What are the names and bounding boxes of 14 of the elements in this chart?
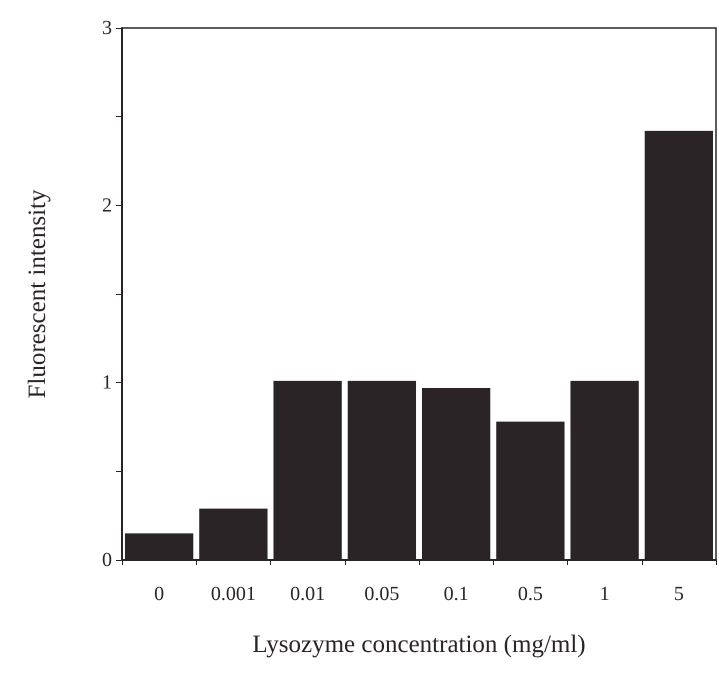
y-tick-label: 2 — [102, 194, 112, 216]
y-tick-label: 1 — [102, 372, 112, 394]
x-tick-label: 0.1 — [444, 583, 469, 605]
x-tick-label: 0 — [154, 583, 164, 605]
x-tick-label: 0.05 — [364, 583, 400, 605]
x-tick-label: 0.5 — [518, 583, 543, 605]
x-tick-label: 0.001 — [210, 583, 256, 605]
x-axis-title: Lysozyme concentration (mg/ml) — [252, 631, 586, 658]
x-tick-label: 1 — [600, 583, 610, 605]
y-tick-label: 3 — [102, 17, 112, 39]
x-tick-label: 0.01 — [290, 583, 326, 605]
y-axis-title: Fluorescent intensity — [24, 189, 51, 398]
x-tick-label: 5 — [674, 583, 684, 605]
y-tick-label: 0 — [102, 549, 112, 571]
